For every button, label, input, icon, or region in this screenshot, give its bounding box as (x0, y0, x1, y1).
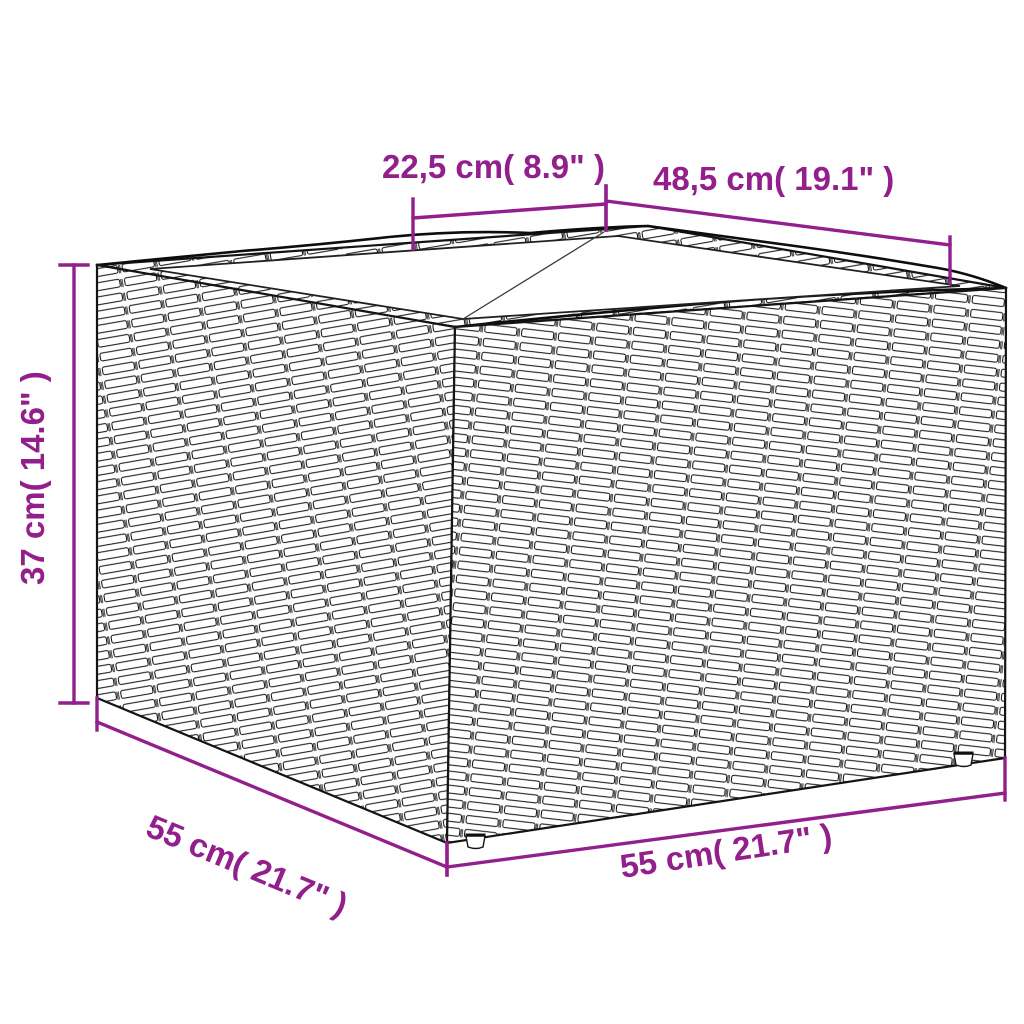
svg-text:37 cm( 14.6" ): 37 cm( 14.6" ) (14, 371, 51, 585)
svg-text:48,5 cm( 19.1" ): 48,5 cm( 19.1" ) (653, 160, 894, 197)
svg-text:22,5 cm( 8.9" ): 22,5 cm( 8.9" ) (382, 148, 605, 185)
